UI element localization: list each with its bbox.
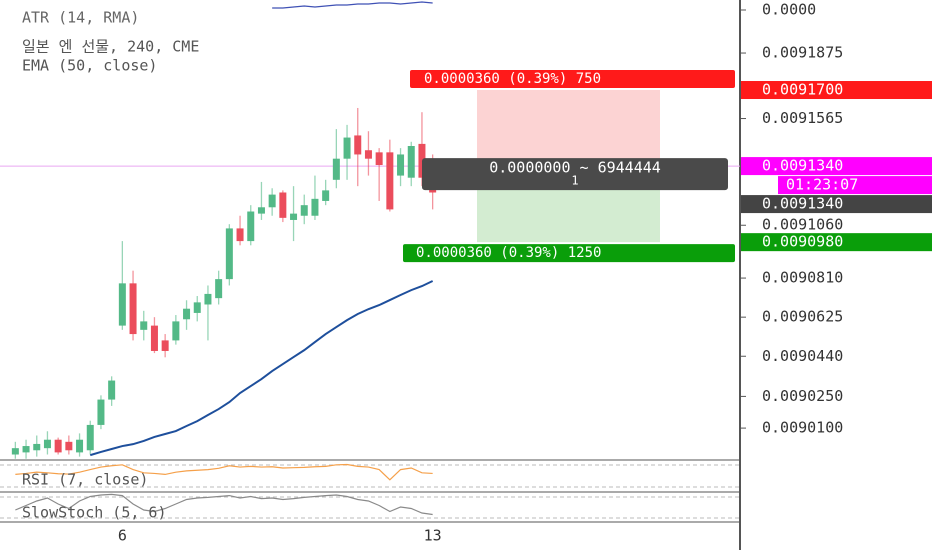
y-tick-label: 0.0090810	[762, 269, 843, 287]
price-label-box	[741, 157, 932, 176]
y-tick-label: 0.0091060	[762, 216, 843, 234]
candle-body	[257, 207, 265, 214]
countdown-box	[778, 176, 932, 195]
candle-body	[204, 293, 212, 305]
stop-label: 0.0000360 (0.39%) 750	[424, 71, 601, 87]
target-label: 0.0000360 (0.39%) 1250	[416, 245, 601, 261]
candle-body	[22, 446, 30, 453]
y-tick-label: 0.0091875	[762, 44, 843, 62]
candle-body	[407, 146, 415, 178]
candle-body	[193, 302, 201, 313]
line-series	[272, 1, 433, 9]
candle-body	[118, 283, 126, 326]
y-tick-label: 0.0090100	[762, 419, 843, 437]
candle-body	[300, 205, 308, 216]
info-subtext: 1	[571, 174, 578, 188]
candle-body	[43, 439, 51, 449]
candle-body	[418, 143, 426, 178]
candle-body	[322, 190, 330, 201]
candle-body	[183, 308, 191, 320]
candle-body	[364, 150, 372, 159]
candle-body	[140, 321, 148, 330]
candle-body	[247, 211, 255, 242]
candle-body	[215, 279, 223, 299]
y-tick-label: 0.0090625	[762, 308, 843, 326]
candle-body	[172, 321, 180, 341]
price-label-box	[741, 233, 932, 252]
candle-body	[290, 213, 298, 220]
candle-body	[343, 137, 351, 159]
legend-entry: RSI (7, close)	[22, 471, 148, 489]
price-label: 0.0091340	[762, 157, 843, 175]
chart-title: 일본 엔 선물, 240, CME	[22, 38, 199, 56]
candle-body	[108, 380, 116, 400]
candle-body	[268, 194, 276, 208]
candle-body	[129, 283, 137, 335]
line-series	[89, 280, 434, 457]
candle-body	[86, 424, 94, 451]
stop-label-box	[410, 70, 735, 89]
line-series	[15, 493, 433, 516]
position-stop-zone	[477, 90, 660, 167]
candle-body	[161, 340, 169, 351]
legend-entry: SlowStoch (5, 6)	[22, 504, 167, 522]
candle-body	[97, 399, 105, 425]
x-tick-label: 13	[424, 527, 442, 545]
x-tick-label: 6	[118, 527, 127, 545]
price-label: 0.0091340	[762, 195, 843, 213]
candle-body	[11, 448, 19, 455]
candle-body	[386, 152, 394, 210]
target-label-box	[403, 244, 735, 263]
candle-body	[375, 152, 383, 166]
candle-body	[236, 228, 244, 242]
price-label: 0.0090980	[762, 233, 843, 251]
y-tick-label: 0.0090250	[762, 387, 843, 405]
y-tick-label: 0.0091565	[762, 109, 843, 127]
candle-body	[225, 228, 233, 280]
info-box	[422, 158, 728, 191]
pane-title: ATR (14, RMA)	[22, 9, 139, 27]
candle-body	[311, 198, 319, 216]
y-tick-label: 0.0090440	[762, 347, 843, 365]
candle-body	[279, 192, 287, 218]
candle-body	[33, 443, 41, 451]
price-label-box	[741, 81, 932, 100]
legend-entry: EMA (50, close)	[22, 57, 157, 75]
y-tick-label: 0.0000	[762, 1, 816, 19]
price-label-box	[741, 195, 932, 214]
line-series	[15, 463, 433, 481]
candle-body	[397, 154, 405, 176]
candle-body	[54, 439, 62, 453]
candle-body	[65, 441, 73, 451]
price-label: 0.0091700	[762, 81, 843, 99]
candle-body	[76, 439, 84, 453]
candle-body	[332, 158, 340, 180]
candle-body	[150, 325, 158, 351]
info-text: 0.0000000 ~ 6944444	[489, 159, 661, 177]
candle-body	[354, 135, 362, 155]
countdown: 01:23:07	[786, 176, 858, 194]
